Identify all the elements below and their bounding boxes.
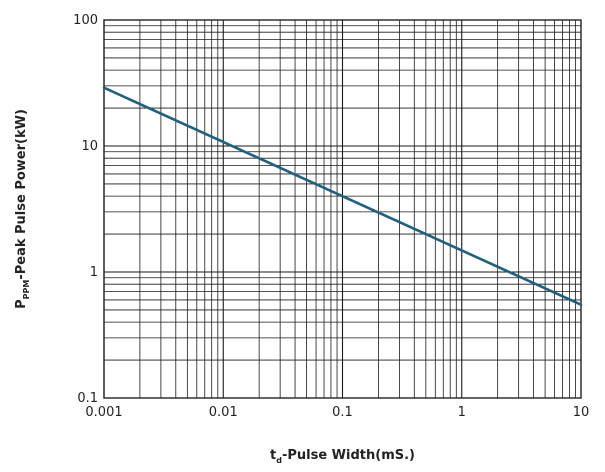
x-tick-label: 0.001 [85, 405, 122, 420]
y-tick-label: 0.1 [77, 391, 98, 406]
x-tick-label: 0.1 [332, 405, 353, 420]
x-axis-label: td-Pulse Width(mS.) [270, 448, 415, 465]
x-axis-label-main: t [270, 448, 276, 463]
x-tick-label: 1 [458, 405, 466, 420]
series-line [102, 86, 583, 307]
y-axis-label-rest: -Peak Pulse Power(kW) [14, 109, 29, 280]
y-tick-label: 10 [81, 139, 98, 154]
tick-labels: 0.001 0.01 0.1 1 10 0.1 1 10 100 [73, 13, 589, 420]
y-tick-label: 100 [73, 13, 98, 28]
y-axis-label-main: P [14, 299, 29, 309]
y-axis-label: PPPM-Peak Pulse Power(kW) [14, 109, 31, 309]
grid [103, 20, 581, 399]
y-axis-label-sub: PPM [22, 280, 31, 300]
x-tick-label: 10 [573, 405, 590, 420]
series-layer [102, 86, 583, 307]
x-tick-label: 0.01 [209, 405, 238, 420]
plot-frame [103, 19, 582, 399]
x-axis-label-rest: -Pulse Width(mS.) [282, 448, 415, 463]
x-axis-label-sub: d [276, 456, 282, 465]
y-tick-label: 1 [90, 265, 98, 280]
